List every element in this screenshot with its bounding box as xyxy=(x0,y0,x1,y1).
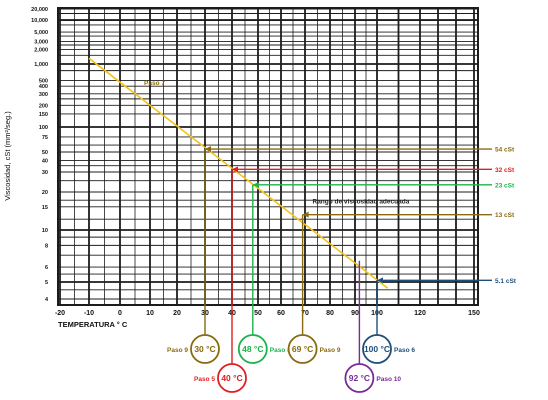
viscosity-value-label: 5.1 cSt xyxy=(495,278,517,285)
viscosity-value-label: 32 cSt xyxy=(495,167,515,174)
viscosity-value-label: 23 cSt xyxy=(495,182,515,189)
x-tick-label: 0 xyxy=(118,310,122,317)
x-tick-label: -20 xyxy=(55,310,65,317)
y-tick-label: 10 xyxy=(42,228,48,234)
x-tick-label: 70 xyxy=(301,310,309,317)
y-tick-label: 40 xyxy=(42,158,48,164)
marker-arrowhead xyxy=(302,211,309,218)
x-tick-label: 120 xyxy=(414,310,426,317)
y-tick-label: 500 xyxy=(39,78,48,84)
y-tick-label: 5 xyxy=(45,280,48,286)
annotations: Paso 7 Rango de viscosidad adecuada xyxy=(144,80,410,205)
marker-arrowhead xyxy=(232,166,238,173)
marker-arrowhead xyxy=(377,277,383,284)
y-tick-label: 100 xyxy=(39,125,48,131)
plot-frame xyxy=(57,7,479,306)
viscosity-line xyxy=(88,57,389,289)
step-label: Paso 8 xyxy=(270,347,291,354)
y-tick-label: 1,000 xyxy=(34,62,48,68)
marker-arrowhead xyxy=(252,181,259,188)
y-tick-label: 10,000 xyxy=(31,18,48,24)
x-tick-label: 150 xyxy=(468,310,480,317)
y-tick-label: 8 xyxy=(45,243,48,249)
y-axis-title: Viscosidad, cSt (mm²/seg.) xyxy=(3,111,12,201)
x-tick-label: 10 xyxy=(146,310,154,317)
y-tick-label: 20 xyxy=(42,190,48,196)
y-tick-label: 75 xyxy=(42,135,48,141)
x-axis-ticks: -20-100102030405060708090100120150 xyxy=(55,310,480,317)
y-tick-label: 50 xyxy=(42,150,48,156)
step-label: Paso 6 xyxy=(394,347,415,354)
y-tick-label: 6 xyxy=(45,265,48,271)
chart-annotation: Paso 7 xyxy=(144,80,165,87)
chart-annotation: Rango de viscosidad adecuada xyxy=(313,198,410,205)
marker-arrowhead xyxy=(205,146,211,153)
y-tick-label: 30 xyxy=(42,170,48,176)
y-tick-label: 20,000 xyxy=(31,7,48,13)
y-tick-label: 15 xyxy=(42,205,48,211)
temperature-circle xyxy=(344,363,375,393)
temperature-circle xyxy=(217,363,247,393)
y-tick-label: 150 xyxy=(39,112,48,118)
temperature-circle-label: 69 °C xyxy=(292,344,313,354)
grid xyxy=(58,8,478,305)
y-tick-label: 300 xyxy=(39,92,48,98)
y-tick-label: 2,000 xyxy=(34,47,48,53)
viscosity-line-path xyxy=(88,57,389,289)
temperature-circle xyxy=(362,334,392,364)
step-label: Paso 9 xyxy=(320,347,341,354)
y-tick-label: 4 xyxy=(45,297,49,303)
x-axis-title: TEMPERATURA ° C xyxy=(58,320,128,329)
y-tick-label: 200 xyxy=(39,103,48,109)
step-label: Paso 9 xyxy=(167,347,188,354)
y-tick-label: 5,000 xyxy=(34,30,48,36)
step-label: Paso 10 xyxy=(376,376,401,383)
temperature-circle-label: 30 °C xyxy=(194,344,215,354)
temperature-circle-label: 48 °C xyxy=(242,344,263,354)
x-tick-label: 80 xyxy=(326,310,334,317)
y-tick-label: 400 xyxy=(39,84,48,90)
viscosity-value-label: 54 cSt xyxy=(495,147,515,154)
step-label: Paso 5 xyxy=(194,376,215,383)
x-tick-label: 50 xyxy=(254,310,262,317)
temperature-circle-label: 40 °C xyxy=(221,373,242,383)
temperature-circle-label: 100 °C xyxy=(364,344,390,354)
x-tick-label: -10 xyxy=(84,310,94,317)
markers: 54 cSt 30 °C Paso 9 32 cSt 40 °C Paso 5 23 cSt… xyxy=(167,146,517,393)
x-tick-label: 90 xyxy=(351,310,359,317)
temperature-circle xyxy=(287,334,318,364)
y-tick-label: 3,000 xyxy=(34,39,48,45)
temperature-circle-label: 92 °C xyxy=(349,373,370,383)
temperature-circle xyxy=(190,334,220,364)
x-tick-label: 20 xyxy=(173,310,181,317)
viscosity-value-label: 13 cSt xyxy=(495,212,515,219)
x-tick-label: 60 xyxy=(277,310,285,317)
temperature-circle xyxy=(237,334,268,364)
